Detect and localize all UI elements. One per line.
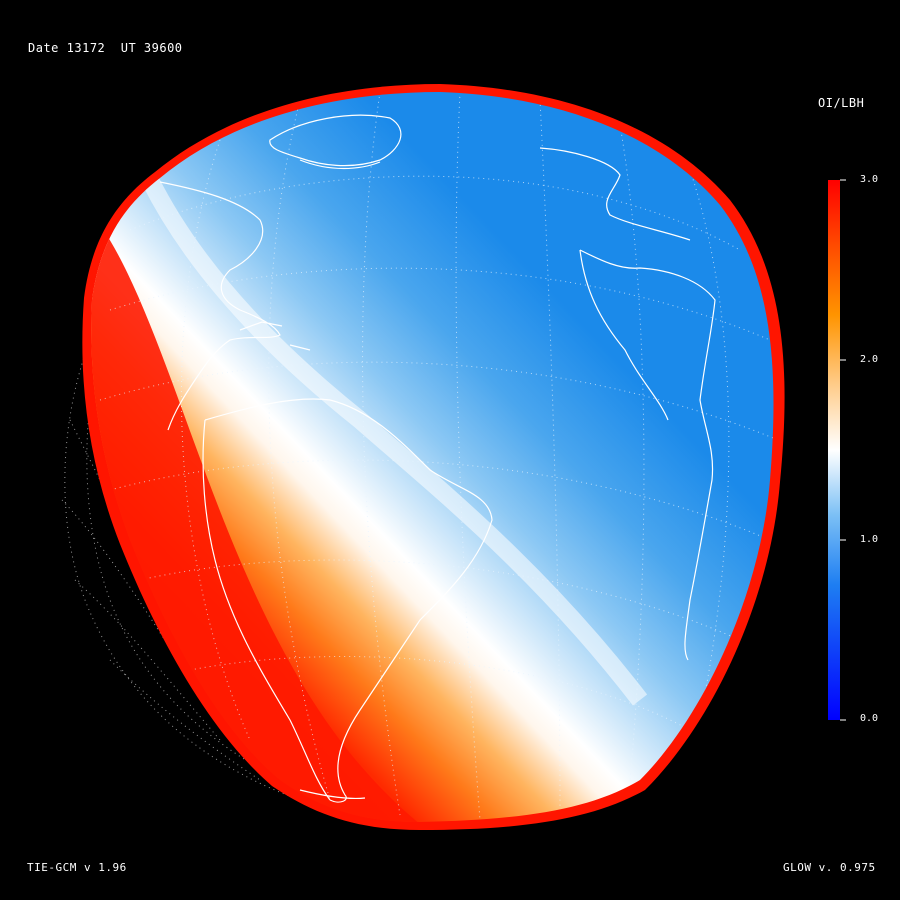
colorbar-tick-label-0: 0.0 — [860, 713, 879, 724]
colorbar-tick-label-1: 1.0 — [860, 534, 879, 545]
colorbar-ticks — [840, 179, 846, 721]
colorbar-tick-label-3: 3.0 — [860, 174, 879, 185]
colorbar-tick-label-2: 2.0 — [860, 354, 879, 365]
model-version-right: GLOW v. 0.975 — [783, 861, 876, 874]
graticule-nightside — [61, 329, 301, 801]
date-value: 13172 — [66, 41, 106, 55]
colorbar-title: OI/LBH — [818, 96, 865, 110]
graticule — [99, 92, 774, 821]
date-label: Date — [28, 41, 59, 55]
date-ut-label: Date 13172 UT 39600 — [28, 41, 183, 55]
colorbar — [828, 180, 840, 720]
model-version-left: TIE-GCM v 1.96 — [27, 861, 127, 874]
ut-label: UT — [120, 41, 137, 55]
coastlines — [159, 114, 716, 803]
ut-value: 39600 — [143, 41, 183, 55]
